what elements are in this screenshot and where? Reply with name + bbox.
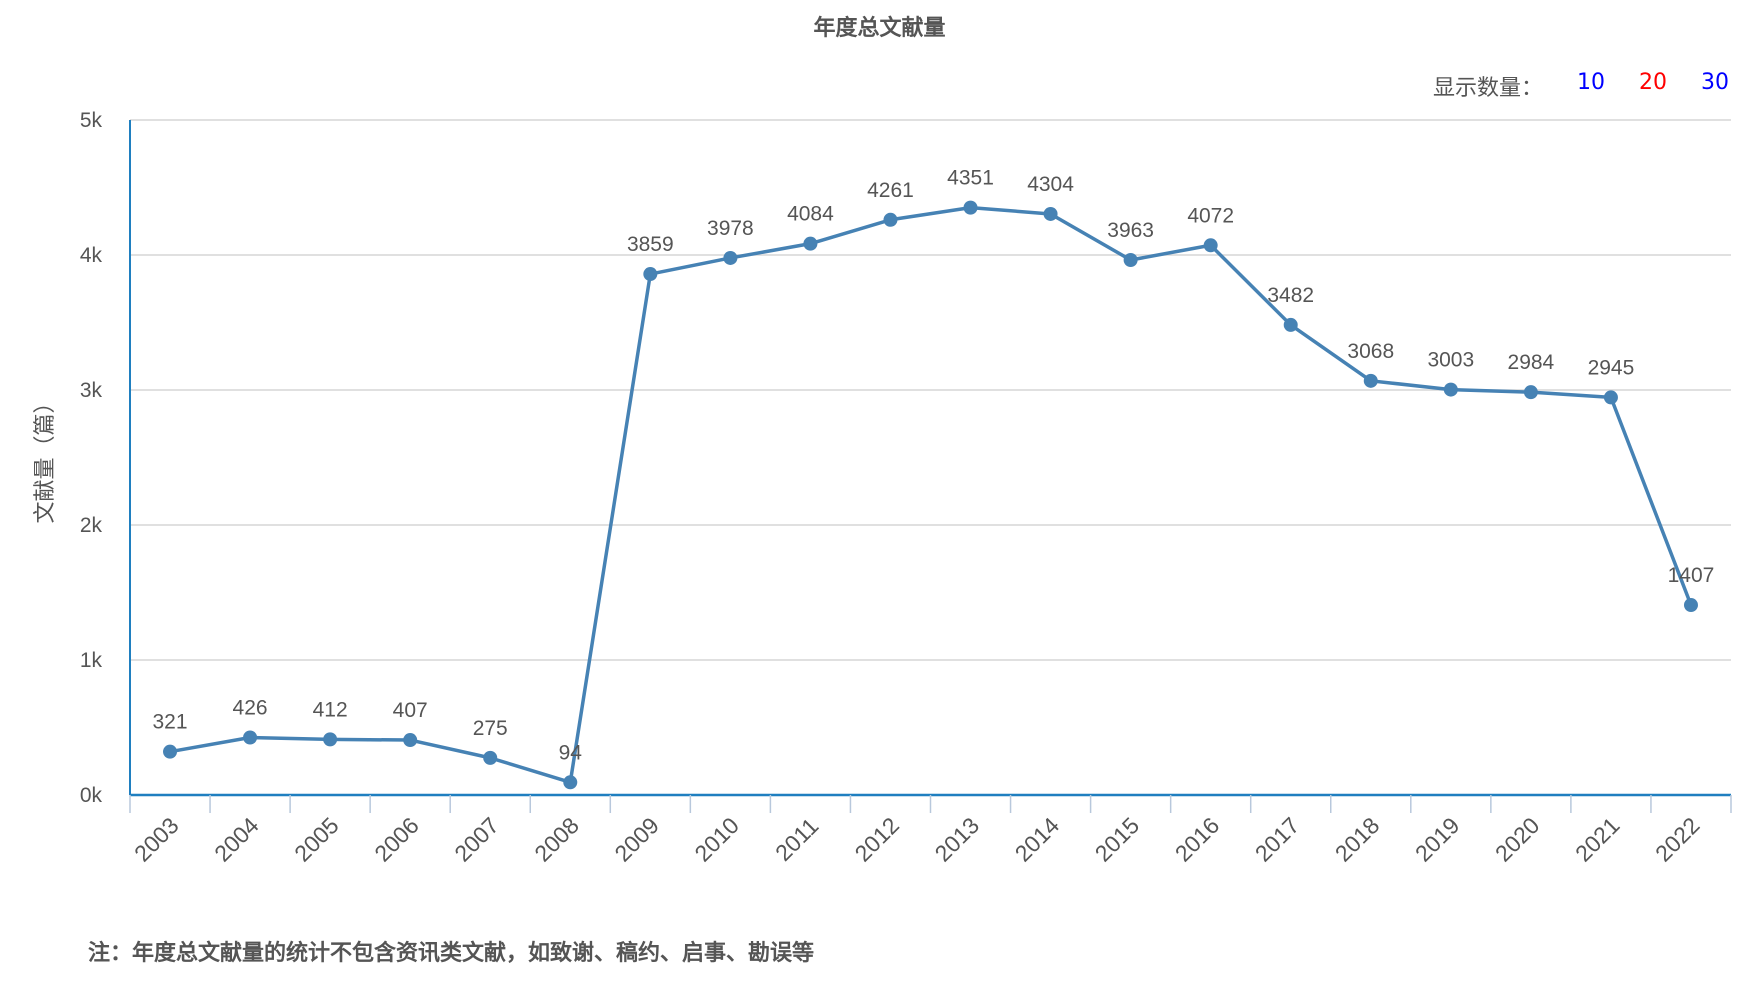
data-label: 94 <box>559 741 583 764</box>
data-label: 321 <box>153 711 188 734</box>
data-point <box>1283 317 1298 332</box>
data-label: 407 <box>393 699 428 722</box>
y-tick-label: 2k <box>80 514 103 537</box>
data-label: 3978 <box>707 217 754 240</box>
x-tick-label: 2013 <box>930 812 985 867</box>
x-tick-label: 2007 <box>449 812 504 867</box>
display-count-selector: 显示数量： 10 20 30 <box>1433 70 1729 102</box>
data-point <box>1523 385 1538 400</box>
display-count-20[interactable]: 20 <box>1639 70 1667 95</box>
data-point <box>1363 373 1378 388</box>
x-tick-label: 2011 <box>770 813 823 866</box>
data-label: 3482 <box>1267 284 1314 307</box>
x-tick-label: 2012 <box>850 812 905 867</box>
data-point <box>1443 382 1458 397</box>
data-label: 3003 <box>1427 349 1474 372</box>
x-tick-label: 2020 <box>1490 812 1545 867</box>
data-point <box>1683 598 1698 613</box>
footnote: 注：年度总文献量的统计不包含资讯类文献，如致谢、稿约、启事、勘误等 <box>88 941 815 966</box>
x-tick-label: 2005 <box>289 812 344 867</box>
x-tick-label: 2021 <box>1570 812 1625 867</box>
data-point <box>1043 206 1058 221</box>
y-tick-label: 1k <box>80 649 103 672</box>
y-tick-label: 3k <box>80 379 103 402</box>
x-tick-label: 2019 <box>1410 812 1465 867</box>
x-tick-label: 2018 <box>1330 812 1385 867</box>
data-label: 275 <box>473 717 508 740</box>
display-count-30[interactable]: 30 <box>1701 70 1729 95</box>
data-point <box>1123 252 1138 267</box>
data-label: 426 <box>233 696 268 719</box>
x-tick-label: 2004 <box>209 812 264 867</box>
data-label: 3068 <box>1347 340 1394 363</box>
display-count-label: 显示数量： <box>1432 76 1543 101</box>
data-label: 412 <box>313 698 348 721</box>
data-label: 4072 <box>1187 204 1234 227</box>
x-tick-label: 2008 <box>529 812 584 867</box>
data-point <box>563 775 578 790</box>
series-line <box>169 205 1693 785</box>
data-point <box>483 750 498 765</box>
data-point <box>803 236 818 251</box>
y-axis-label: 文献量（篇） <box>32 391 57 523</box>
data-point <box>163 744 178 759</box>
data-point <box>1603 390 1618 405</box>
x-tick-label: 2016 <box>1170 812 1225 867</box>
x-tick-label: 2015 <box>1090 812 1145 867</box>
y-tick-label: 4k <box>80 244 103 267</box>
data-point <box>963 200 978 215</box>
y-tick-label: 5k <box>80 109 103 132</box>
data-point <box>643 267 658 282</box>
data-point <box>723 250 738 265</box>
x-tick-label: 2006 <box>369 812 424 867</box>
x-tick-label: 2003 <box>129 812 184 867</box>
display-count-10[interactable]: 10 <box>1577 70 1605 95</box>
data-point <box>243 730 258 745</box>
data-label: 4261 <box>867 179 914 202</box>
data-point <box>1203 238 1218 253</box>
data-label: 4351 <box>947 167 994 190</box>
data-label: 4304 <box>1027 173 1074 196</box>
x-tick-label: 2014 <box>1010 812 1065 867</box>
data-label: 2945 <box>1588 356 1635 379</box>
y-tick-label: 0k <box>80 784 103 807</box>
data-point <box>323 732 338 747</box>
x-tick-label: 2010 <box>689 812 744 867</box>
data-label: 2984 <box>1508 351 1555 374</box>
x-tick-label: 2017 <box>1250 812 1305 867</box>
data-label: 3963 <box>1107 219 1154 242</box>
data-point <box>403 733 418 748</box>
x-tick-label: 2009 <box>609 812 664 867</box>
data-label: 3859 <box>627 233 674 256</box>
data-point <box>883 212 898 227</box>
data-label: 4084 <box>787 203 834 226</box>
x-tick-label: 2022 <box>1650 812 1705 867</box>
chart-title: 年度总文献量 <box>813 16 946 41</box>
data-label: 1407 <box>1668 564 1715 587</box>
